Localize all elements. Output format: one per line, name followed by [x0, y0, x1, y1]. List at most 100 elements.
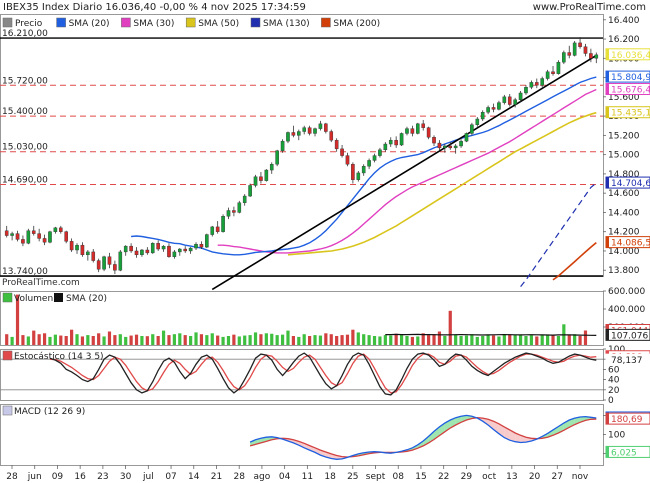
volume-bar [513, 335, 517, 345]
x-axis-label: 14 [188, 472, 200, 482]
volume-bar [37, 334, 41, 345]
price-candle [194, 242, 198, 250]
volume-bar [53, 334, 57, 345]
price-axis-label: 15.600 [608, 93, 640, 103]
price-candle [226, 207, 231, 220]
price-level-label: 14.690,00 [2, 175, 48, 185]
candle-body [183, 248, 188, 252]
stoch-axis-label: 20 [608, 386, 620, 396]
x-axis-label: 13 [506, 472, 517, 482]
price-candle [448, 142, 453, 150]
volume-bar [464, 335, 469, 345]
volume-bar [259, 334, 263, 345]
price-candle [58, 225, 63, 234]
candle-body [410, 128, 415, 134]
candle-body [437, 142, 442, 149]
candle-body [464, 133, 469, 142]
volume-bar [481, 336, 485, 345]
candle-body [491, 107, 496, 110]
price-candle [524, 85, 528, 95]
x-axis-label: nov [572, 472, 589, 482]
value-tag-label: 15.804,95 [611, 73, 650, 83]
price-candle [286, 131, 290, 144]
price-candle [578, 37, 582, 49]
candle-body [421, 123, 426, 128]
volume-bar [253, 332, 258, 345]
volume-bar [118, 334, 122, 345]
legend-label: SMA (30) [133, 19, 174, 29]
candle-body [567, 52, 572, 56]
x-axis-label: 09 [52, 472, 64, 482]
legend-swatch [250, 17, 261, 28]
volume-bar [183, 335, 187, 345]
candle-body [259, 176, 263, 181]
volume-bar [21, 335, 25, 345]
volume-value-tag: 107.076 [605, 328, 650, 341]
price-level-label: 15.400,00 [2, 107, 48, 117]
candle-body [113, 264, 117, 271]
volume-bar [427, 335, 431, 345]
price-candle [470, 122, 474, 136]
volume-bar [486, 335, 490, 345]
candle-body [480, 112, 485, 120]
candle-body [205, 234, 209, 248]
candle-body [318, 123, 323, 129]
price-candle [410, 125, 415, 137]
candle-body [356, 172, 361, 180]
x-axis-label: 28 [233, 472, 245, 482]
price-candle [367, 158, 371, 170]
legend-swatch [2, 350, 13, 361]
price-candle [156, 240, 160, 251]
price-candle [26, 228, 31, 245]
candle-body [129, 245, 133, 252]
x-axis-label: 27 [552, 472, 563, 482]
candle-body [37, 233, 41, 239]
candle-body [156, 243, 160, 250]
x-axis-label: sept [366, 472, 386, 482]
volume-bar [405, 336, 409, 345]
candle-body [69, 241, 74, 251]
macd-line [249, 414, 597, 460]
volume-legend-label: SMA (20) [66, 294, 107, 304]
price-value-tag: 15.804,95 [605, 70, 650, 83]
price-candle [275, 149, 279, 167]
candle-body [459, 140, 463, 147]
candle-body [102, 256, 106, 270]
macd-hist-band [304, 443, 310, 451]
candle-body [96, 260, 101, 270]
price-candle [53, 226, 58, 234]
price-candle [296, 129, 301, 141]
candle-body [367, 160, 371, 167]
candle-body [372, 155, 377, 161]
price-candle [183, 246, 188, 253]
x-axis-label: 22 [438, 472, 449, 482]
price-candle [177, 248, 182, 256]
volume-bar [475, 336, 479, 345]
value-tag-marker [606, 413, 609, 425]
candle-body [264, 169, 269, 181]
price-candle [102, 255, 106, 272]
value-tag-label: 78,137 [611, 356, 643, 366]
volume-bar [189, 336, 193, 345]
candle-body [269, 164, 274, 171]
price-candle [75, 243, 79, 254]
site-label[interactable]: www.ProRealTime.com [533, 2, 646, 13]
macd-value-tag: 6,025 [605, 445, 650, 458]
value-tag-marker [606, 446, 609, 458]
candle-body [340, 148, 344, 156]
legend-label: Precio [15, 19, 43, 29]
volume-axis-label: 600.000 [608, 287, 645, 297]
price-level-label: 13.740,00 [2, 267, 48, 277]
candle-body [118, 251, 123, 271]
volume-sma20-line [385, 333, 597, 336]
price-candle [215, 221, 220, 234]
price-candle [399, 132, 404, 146]
stoch-d-line [49, 353, 597, 394]
price-candle [91, 249, 96, 263]
volume-bar [275, 335, 279, 345]
candle-body [140, 249, 144, 256]
price-candle [345, 152, 350, 167]
volume-bar [237, 336, 241, 345]
stoch-axis-label: 100 [608, 345, 625, 355]
price-candle [421, 119, 426, 131]
